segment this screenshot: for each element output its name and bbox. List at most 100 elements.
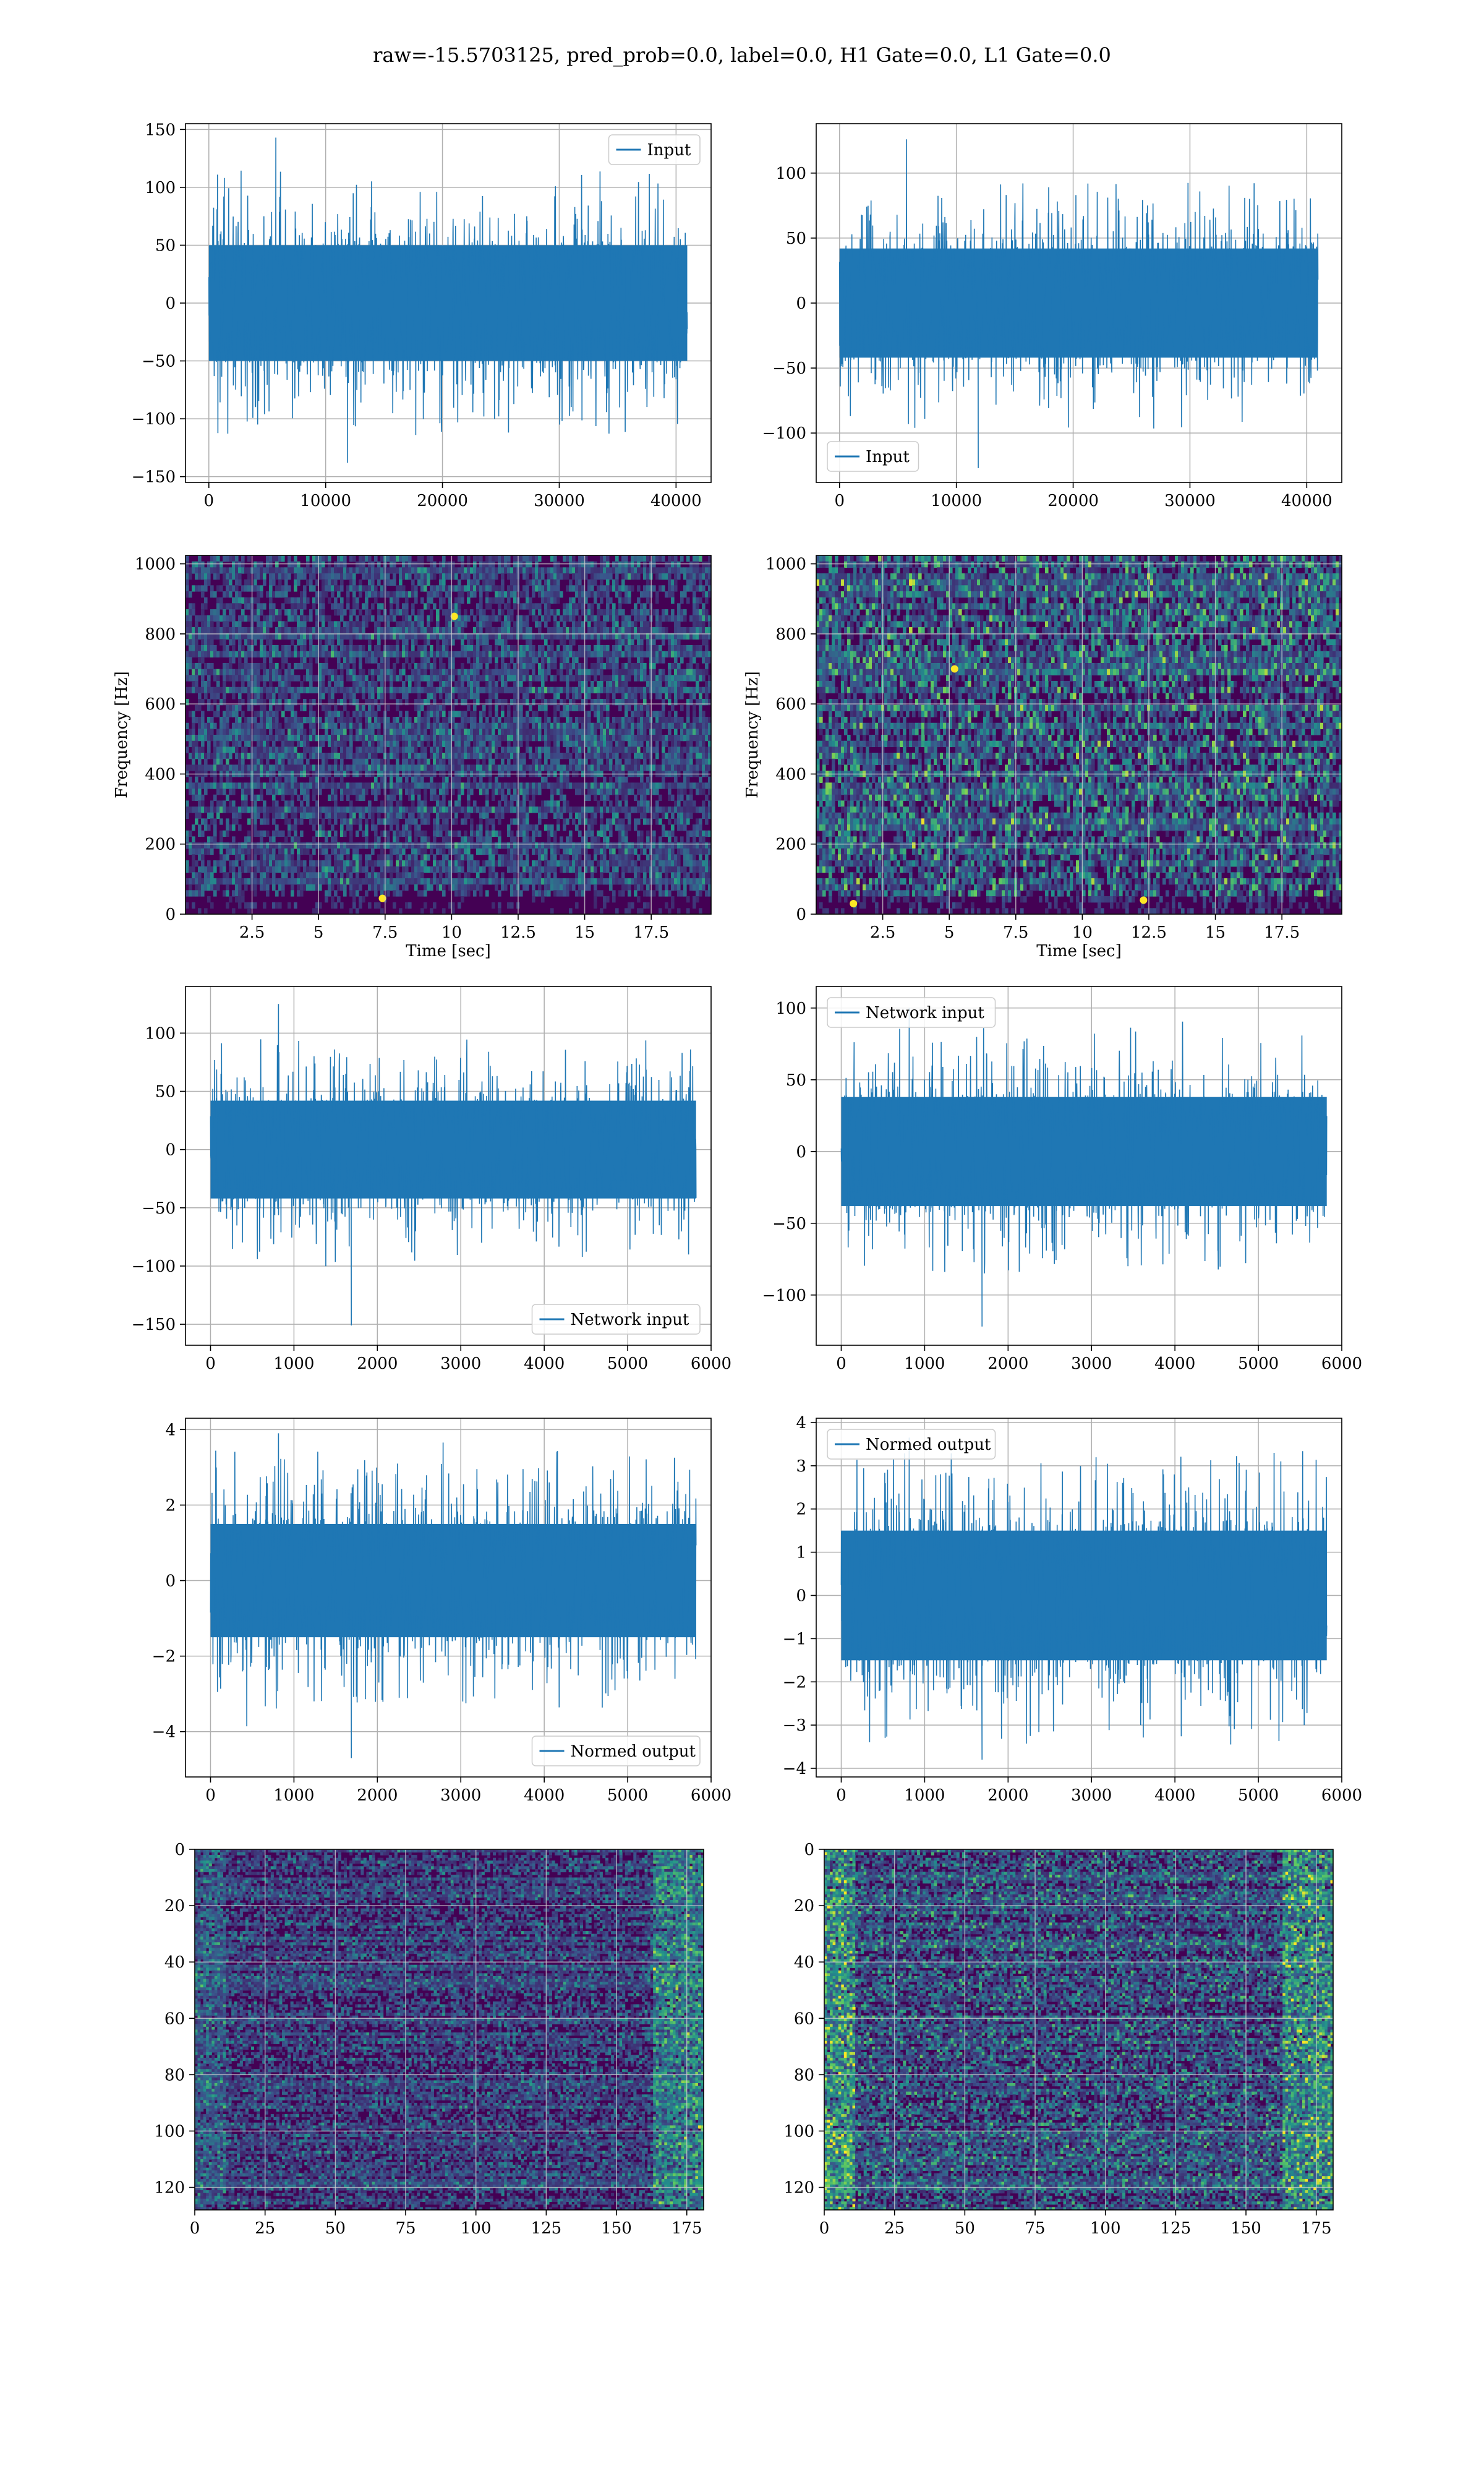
heatmap-cell (538, 603, 542, 610)
heatmap-cell (204, 681, 208, 688)
heatmap-cell (473, 627, 477, 634)
heatmap-cell (451, 573, 455, 580)
heatmap-cell (476, 555, 480, 562)
heatmap-cell (436, 717, 440, 724)
heatmap-cell (260, 764, 263, 771)
heatmap-cell (504, 567, 508, 574)
heatmap-cell (331, 585, 335, 592)
heatmap-cell (584, 663, 588, 670)
heatmap-cell (414, 782, 418, 789)
heatmap-cell (556, 764, 560, 771)
heatmap-cell (686, 764, 690, 771)
heatmap-cell (340, 675, 344, 682)
heatmap-cell (300, 657, 304, 664)
heatmap-cell (223, 603, 226, 610)
heatmap-cell (640, 603, 644, 610)
heatmap-cell (652, 555, 656, 562)
heatmap-cell (272, 687, 276, 693)
heatmap-cell (328, 764, 331, 771)
heatmap-cell (628, 591, 631, 598)
heatmap-cell (603, 627, 607, 634)
heatmap-cell (343, 729, 347, 735)
heatmap-cell (693, 764, 696, 771)
heatmap-cell (492, 579, 495, 586)
heatmap-cell (411, 740, 415, 747)
heatmap-cell (331, 603, 335, 610)
heatmap-cell (420, 675, 424, 682)
heatmap-cell (204, 621, 208, 628)
heatmap-cell (553, 717, 557, 724)
heatmap-cell (504, 782, 508, 789)
heatmap-cell (430, 687, 433, 693)
heatmap-cell (625, 681, 628, 688)
heatmap-cell (566, 675, 569, 682)
heatmap-cell (216, 675, 220, 682)
heatmap-cell (488, 585, 492, 592)
heatmap-cell (665, 567, 668, 574)
heatmap-cell (563, 735, 566, 742)
heatmap-cell (365, 675, 369, 682)
heatmap-cell (677, 561, 681, 568)
heatmap-cell (485, 615, 489, 622)
heatmap-cell (430, 633, 433, 640)
heatmap-cell (229, 639, 232, 646)
heatmap-cell (448, 675, 452, 682)
heatmap-cell (359, 764, 362, 771)
heatmap-cell (244, 669, 248, 675)
heatmap-cell (640, 627, 644, 634)
heatmap-cell (315, 591, 319, 598)
heatmap-cell (693, 597, 696, 604)
heatmap-cell (488, 704, 492, 711)
heatmap-cell (519, 740, 523, 747)
heatmap-cell (216, 555, 220, 562)
heatmap-cell (659, 681, 662, 688)
heatmap-cell (587, 651, 591, 657)
heatmap-cell (677, 663, 681, 670)
heatmap-cell (612, 753, 616, 760)
heatmap-cell (254, 687, 257, 693)
heatmap-cell (612, 693, 616, 700)
heatmap-cell (331, 740, 335, 747)
heatmap-cell (340, 717, 344, 724)
heatmap-cell (201, 657, 205, 664)
heatmap-cell (377, 675, 381, 682)
heatmap-cell (680, 651, 684, 657)
heatmap-cell (408, 627, 412, 634)
heatmap-cell (479, 621, 483, 628)
heatmap-cell (560, 615, 563, 622)
heatmap-cell (254, 663, 257, 670)
heatmap-cell (696, 573, 699, 580)
heatmap-cell (652, 585, 656, 592)
heatmap-cell (263, 651, 267, 657)
heatmap-cell (519, 717, 523, 724)
heatmap-cell (396, 758, 399, 765)
heatmap-cell (659, 555, 662, 562)
heatmap-cell (600, 699, 603, 706)
heatmap-cell (665, 573, 668, 580)
heatmap-cell (362, 704, 365, 711)
heatmap-cell (288, 555, 291, 562)
heatmap-cell (476, 657, 480, 664)
heatmap-cell (269, 699, 273, 706)
heatmap-cell (445, 615, 449, 622)
heatmap-cell (510, 687, 514, 693)
heatmap-cell (454, 722, 458, 729)
heatmap-cell (244, 651, 248, 657)
heatmap-cell (445, 729, 449, 735)
heatmap-cell (377, 561, 381, 568)
heatmap-cell (689, 747, 693, 753)
heatmap-cell (195, 633, 198, 640)
legend-label: Input (647, 141, 691, 160)
heatmap-cell (284, 627, 288, 634)
heatmap-cell (621, 579, 625, 586)
heatmap-cell (603, 615, 607, 622)
heatmap-cell (668, 645, 672, 652)
heatmap-cell (696, 621, 699, 628)
heatmap-cell (365, 633, 369, 640)
heatmap-cell (683, 776, 687, 783)
heatmap-cell (337, 651, 341, 657)
heatmap-cell (284, 699, 288, 706)
heatmap-cell (300, 609, 304, 616)
heatmap-cell (235, 704, 239, 711)
heatmap-cell (433, 657, 437, 664)
